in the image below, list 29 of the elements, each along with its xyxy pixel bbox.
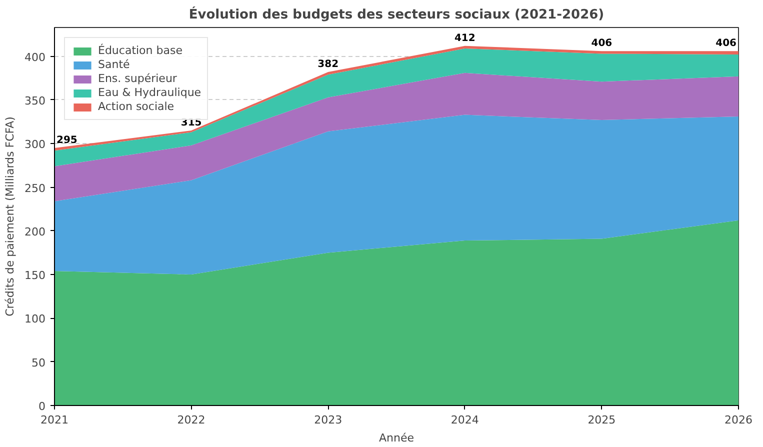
legend-label: Éducation base: [98, 44, 182, 57]
total-label: 382: [318, 59, 339, 70]
y-axis-title: Crédits de paiement (Milliards FCFA): [4, 116, 17, 316]
legend-label: Santé: [98, 58, 130, 71]
chart-title: Évolution des budgets des secteurs sociaux (2021-2026): [188, 6, 604, 22]
x-tick-label: 2025: [588, 414, 616, 426]
y-tick-label: 400: [24, 50, 46, 64]
y-tick-label: 0: [38, 400, 46, 413]
y-tick-label: 50: [32, 356, 46, 370]
x-tick-label: 2022: [177, 414, 206, 426]
x-tick-label: 2023: [314, 414, 342, 426]
y-tick-label: 250: [24, 182, 46, 195]
y-tick-label: 300: [24, 138, 46, 152]
y-tick-label: 150: [24, 269, 46, 282]
total-label: 406: [716, 38, 737, 50]
x-tick-label: 2026: [724, 414, 753, 426]
legend-label: Ens. supérieur: [98, 72, 177, 85]
y-tick-label: 100: [24, 312, 46, 326]
x-axis-title: Année: [379, 432, 414, 444]
total-label: 412: [454, 32, 476, 44]
x-tick-label: 2021: [40, 414, 69, 426]
x-tick-label: 2024: [450, 414, 479, 426]
y-tick-label: 350: [24, 94, 46, 108]
total-label: 406: [591, 38, 612, 50]
legend-label: Action sociale: [98, 100, 174, 113]
y-tick-label: 200: [24, 225, 46, 238]
total-label: 295: [56, 134, 78, 146]
total-label: 315: [180, 118, 202, 129]
legend-label: Eau & Hydraulique: [98, 86, 202, 99]
